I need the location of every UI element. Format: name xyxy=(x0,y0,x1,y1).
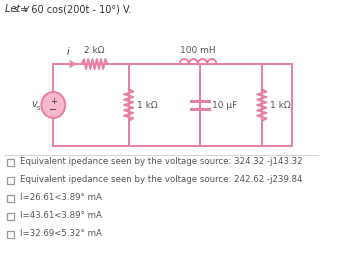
Text: i: i xyxy=(66,47,69,57)
Text: = 60 cos(200t - 10°) V.: = 60 cos(200t - 10°) V. xyxy=(18,4,132,14)
FancyBboxPatch shape xyxy=(7,195,14,201)
FancyBboxPatch shape xyxy=(7,213,14,219)
Text: s: s xyxy=(37,105,40,111)
Text: Equivalent ipedance seen by the voltage source: 324.32 -j143.32: Equivalent ipedance seen by the voltage … xyxy=(20,158,303,167)
Text: 10 μF: 10 μF xyxy=(212,101,238,110)
Text: Equivalent ipedance seen by the voltage source: 242.62 -j239.84: Equivalent ipedance seen by the voltage … xyxy=(20,176,303,184)
Text: v: v xyxy=(31,99,37,109)
Text: +: + xyxy=(50,96,57,105)
Text: I=43.61<3.89° mA: I=43.61<3.89° mA xyxy=(20,212,102,221)
Text: 1 kΩ: 1 kΩ xyxy=(137,101,158,110)
Text: −: − xyxy=(49,105,57,115)
Text: 100 mH: 100 mH xyxy=(180,46,216,55)
Circle shape xyxy=(41,92,65,118)
Text: I=32.69<5.32° mA: I=32.69<5.32° mA xyxy=(20,230,102,238)
Text: I=26.61<3.89° mA: I=26.61<3.89° mA xyxy=(20,193,102,202)
Text: s: s xyxy=(14,5,18,14)
FancyBboxPatch shape xyxy=(7,176,14,184)
Text: 2 kΩ: 2 kΩ xyxy=(84,46,105,55)
FancyBboxPatch shape xyxy=(7,230,14,238)
Text: 1 kΩ: 1 kΩ xyxy=(270,101,291,110)
Text: Let v: Let v xyxy=(5,4,29,14)
FancyBboxPatch shape xyxy=(7,158,14,165)
